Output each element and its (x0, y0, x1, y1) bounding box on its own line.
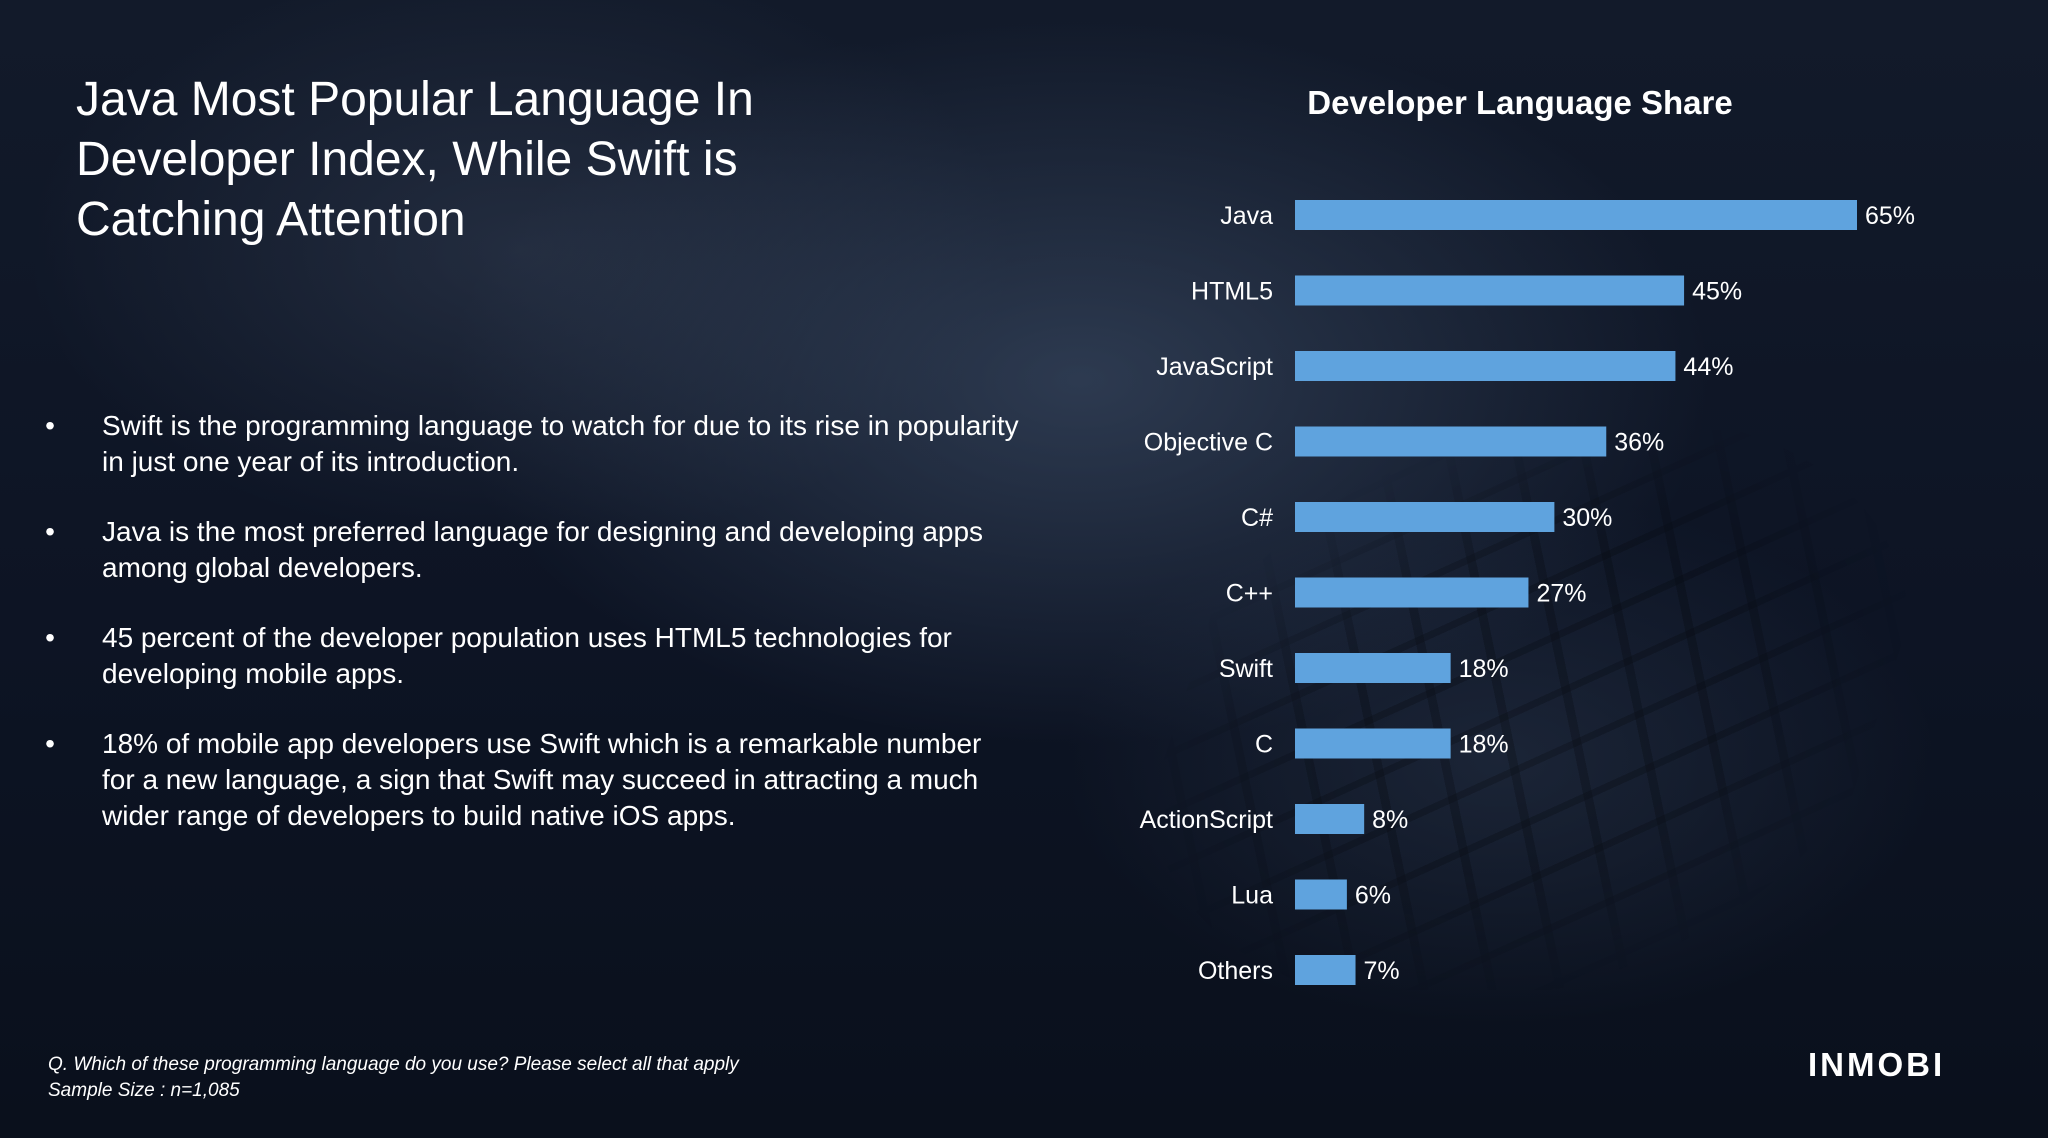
category-label: HTML5 (1191, 278, 1273, 306)
footnote: Q. Which of these programming language d… (48, 1052, 739, 1104)
category-label: Java (1220, 202, 1273, 230)
bullet-dot: • (45, 622, 55, 653)
inmobi-logo: INMOBI (1808, 1046, 1946, 1083)
bullet-item: • Swift is the programming language to wa… (40, 408, 1020, 480)
bar (1295, 577, 1529, 608)
bar (1295, 804, 1365, 834)
bullet-item: • 18% of mobile app developers use Swift … (40, 726, 1020, 834)
value-label: 18% (1459, 655, 1509, 683)
sample-size: Sample Size : n=1,085 (48, 1080, 240, 1101)
bullet-dot: • (45, 516, 55, 547)
bar-chart: Java 65% HTML5 45% JavaScript 44% Objective C 3… (1140, 200, 1915, 985)
value-label: 18% (1459, 731, 1509, 759)
slide-title: Java Most Popular Language In Developer … (76, 73, 754, 246)
bullet-text: Swift is the programming language to wat… (102, 410, 1019, 477)
category-label: JavaScript (1156, 353, 1273, 381)
value-label: 30% (1562, 504, 1612, 532)
bullet-text: 18% of mobile app developers use Swift w… (102, 728, 982, 831)
bullet-dot: • (45, 410, 55, 441)
bar (1295, 502, 1555, 532)
bar (1295, 955, 1356, 985)
value-label: 65% (1865, 202, 1915, 230)
category-label: Swift (1219, 655, 1273, 683)
category-label: ActionScript (1140, 806, 1273, 834)
value-label: 44% (1683, 353, 1733, 381)
value-label: 8% (1372, 806, 1408, 834)
bar (1295, 653, 1451, 683)
survey-question: Q. Which of these programming language d… (48, 1054, 739, 1075)
bar (1295, 879, 1347, 910)
bullet-list: • Swift is the programming language to wa… (40, 408, 1020, 868)
category-label: Others (1198, 957, 1273, 985)
bar (1295, 728, 1451, 759)
bullet-item: • Java is the most preferred language for… (40, 514, 1020, 586)
value-label: 7% (1364, 957, 1400, 985)
bar (1295, 426, 1607, 457)
bullet-text: 45 percent of the developer population u… (102, 622, 952, 689)
bullet-item: • 45 percent of the developer population … (40, 620, 1020, 692)
category-label: C++ (1226, 580, 1273, 608)
value-label: 36% (1614, 429, 1664, 457)
bullet-dot: • (45, 728, 55, 759)
category-label: Lua (1231, 882, 1273, 910)
bar (1295, 275, 1685, 306)
bullet-text: Java is the most preferred language for … (102, 516, 984, 583)
value-label: 45% (1692, 278, 1742, 306)
chart-title: Developer Language Share (1307, 84, 1733, 121)
value-label: 6% (1355, 882, 1391, 910)
category-label: Objective C (1144, 429, 1273, 457)
category-label: C (1255, 731, 1273, 759)
bar (1295, 200, 1857, 230)
value-label: 27% (1536, 580, 1586, 608)
category-label: C# (1241, 504, 1273, 532)
bar (1295, 351, 1676, 381)
